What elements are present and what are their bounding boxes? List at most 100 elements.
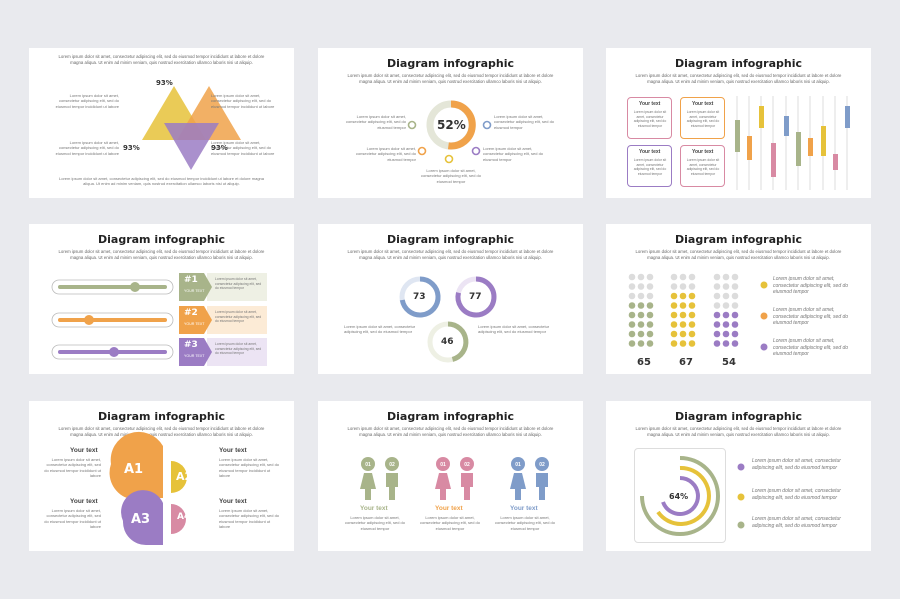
candle — [759, 106, 764, 128]
ring-arc-3 — [447, 321, 469, 362]
donut-percent: 52% — [437, 118, 466, 132]
legend-text-2: Lorem ipsum dolor sit amet, consectetur … — [752, 488, 841, 501]
marker-right — [482, 120, 492, 130]
ring-charts — [399, 276, 497, 363]
dot — [731, 321, 739, 328]
slide-lead-text: Lorem ipsum dolor sit amet, consectetur … — [347, 249, 554, 260]
dot — [637, 273, 645, 281]
dot — [731, 283, 739, 290]
text-box-4: Your text Lorem ipsum dolor sit amet, co… — [680, 145, 725, 187]
dot — [731, 330, 739, 338]
woman-icon: 01 — [360, 457, 376, 500]
dot — [688, 292, 696, 300]
step-text-3: Lorem ipsum dolor sit amet, consectetur … — [215, 342, 262, 356]
your-text-left-2: Your text — [70, 498, 98, 505]
dot — [688, 283, 696, 290]
right-text-2: Lorem ipsum dolor sit amet, consectetur … — [483, 146, 544, 162]
dot — [722, 311, 730, 319]
step-sub-1: YOUR TEXT — [184, 289, 205, 293]
slide-thumbnail-8[interactable]: Diagram infographic Lorem ipsum dolor si… — [318, 401, 583, 551]
marker-left — [407, 120, 417, 130]
arc-middle — [656, 465, 711, 526]
percent-left: 93% — [123, 144, 140, 152]
slide-thumbnail-6[interactable]: Diagram infographic Lorem ipsum dolor si… — [606, 224, 871, 374]
dot-matrix-chart — [628, 273, 739, 347]
dot — [679, 283, 687, 290]
ring-value-1: 73 — [413, 292, 426, 302]
slide-title: Diagram infographic — [387, 410, 514, 423]
candle — [784, 116, 789, 136]
left-text-1: Lorem ipsum dolor sit amet, consectetur … — [44, 457, 101, 479]
donut-arc — [447, 100, 476, 150]
candle — [821, 126, 826, 156]
slide-title: Diagram infographic — [98, 233, 225, 246]
petal-diagram — [109, 431, 187, 546]
slide-thumbnail-5[interactable]: Diagram infographic Lorem ipsum dolor si… — [318, 224, 583, 374]
your-text-right-1: Your text — [219, 447, 247, 454]
slide-thumbnail-1[interactable]: Lorem ipsum dolor sit amet, consectetur … — [29, 48, 294, 198]
man-icon: 02 — [535, 457, 549, 500]
dot — [670, 273, 678, 281]
dot — [670, 321, 678, 328]
marker-bottom-left — [417, 146, 427, 156]
group-text-1: Lorem ipsum dolor sit amet, consectetur … — [344, 515, 406, 531]
dot-value-1: 65 — [637, 357, 651, 368]
concentric-arc-chart — [640, 456, 745, 536]
candle — [845, 106, 850, 128]
slide-lead-text: Lorem ipsum dolor sit amet, consectetur … — [347, 426, 554, 437]
dot — [628, 311, 636, 319]
legend-text-1: Lorem ipsum dolor sit amet, consectetur … — [752, 458, 841, 471]
slide-thumbnail-9[interactable]: Diagram infographic Lorem ipsum dolor si… — [606, 401, 871, 551]
petal-label-a3: A3 — [131, 512, 151, 527]
dot — [722, 302, 730, 309]
triangle-diagram — [142, 86, 241, 170]
dot — [688, 273, 696, 281]
slide-thumbnail-2[interactable]: Diagram infographic Lorem ipsum dolor si… — [318, 48, 583, 198]
step-label-3: #3 — [184, 340, 198, 350]
slide-title: Diagram infographic — [675, 233, 802, 246]
triangle-purple — [164, 123, 219, 170]
text-box-1: Your text Lorem ipsum dolor sit amet, co… — [627, 97, 672, 139]
petal-label-a2: A2 — [176, 470, 193, 483]
dot — [646, 302, 654, 309]
dot — [646, 321, 654, 328]
left-text: Lorem ipsum dolor sit amet, consectetur … — [344, 324, 416, 335]
slide-thumbnail-3[interactable]: Diagram infographic Lorem ipsum dolor si… — [606, 48, 871, 198]
step-sub-3: YOUR TEXT — [184, 354, 205, 358]
candle — [771, 143, 776, 177]
dot — [646, 311, 654, 319]
slider-knob-1 — [130, 282, 140, 292]
donut-chart — [407, 100, 492, 164]
text-box-3: Your text Lorem ipsum dolor sit amet, co… — [627, 145, 672, 187]
dot — [679, 273, 687, 281]
svg-text:01: 01 — [515, 462, 521, 468]
marker-bottom-right — [471, 146, 481, 156]
your-text-left-1: Your text — [70, 447, 98, 454]
group-text-3: Lorem ipsum dolor sit amet, consectetur … — [494, 515, 556, 531]
dot — [731, 292, 739, 300]
group-title-3: Your text — [510, 505, 538, 512]
right-text-top: Lorem ipsum dolor sit amet, consectetur … — [211, 93, 275, 109]
legend-text-3: Lorem ipsum dolor sit amet, consectetur … — [773, 338, 849, 358]
slider-knob-3 — [109, 347, 119, 357]
man-icon: 02 — [460, 457, 474, 500]
slide-title: Diagram infographic — [675, 410, 802, 423]
dot-value-3: 54 — [722, 357, 736, 368]
slide-thumbnail-4[interactable]: Diagram infographic Lorem ipsum dolor si… — [29, 224, 294, 374]
left-text-1: Lorem ipsum dolor sit amet, consectetur … — [345, 114, 406, 130]
slide-lead-text: Lorem ipsum dolor sit amet, consectetur … — [635, 73, 842, 84]
dot — [688, 330, 696, 338]
dot — [722, 321, 730, 328]
slide-lead-text: Lorem ipsum dolor sit amet, consectetur … — [58, 54, 265, 65]
slide-lead-text: Lorem ipsum dolor sit amet, consectetur … — [347, 73, 554, 84]
dot — [670, 311, 678, 319]
right-text-1: Lorem ipsum dolor sit amet, consectetur … — [219, 457, 280, 479]
dot — [713, 321, 721, 328]
candle — [833, 154, 838, 170]
step-sub-2: YOUR TEXT — [184, 322, 205, 326]
dot — [713, 311, 721, 319]
dot — [679, 311, 687, 319]
slide-thumbnail-7[interactable]: Diagram infographic Lorem ipsum dolor si… — [29, 401, 294, 551]
petal-a1 — [109, 431, 163, 498]
legend-text-2: Lorem ipsum dolor sit amet, consectetur … — [773, 307, 849, 327]
